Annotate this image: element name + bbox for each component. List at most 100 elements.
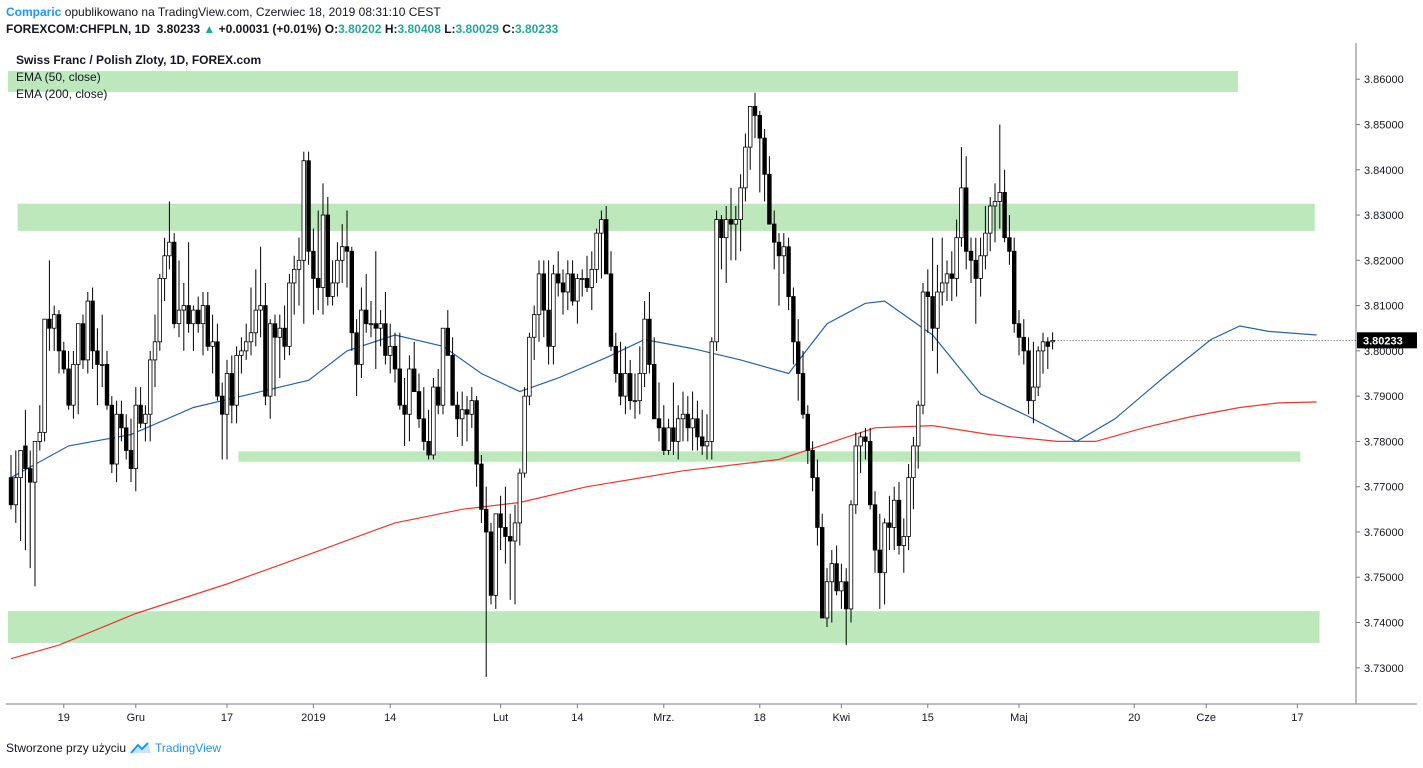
candle (354, 319, 359, 397)
candle (647, 292, 652, 374)
candle (301, 151, 306, 324)
candle (8, 454, 14, 510)
price-chart[interactable]: 3.73000 3.74000 3.75000 3.76000 3.77000 3.780… (6, 43, 1417, 732)
candle-body (61, 350, 66, 370)
candle (435, 368, 441, 415)
candle (152, 314, 158, 388)
candle (714, 210, 719, 351)
candle (1045, 337, 1050, 369)
candle (541, 260, 546, 338)
candle (959, 147, 964, 247)
candle-body (959, 187, 964, 239)
candle (128, 418, 134, 483)
candle (431, 378, 436, 460)
candle-body (920, 291, 926, 406)
up-arrow-icon: ▲ (203, 22, 216, 36)
candle-body (983, 232, 988, 257)
candle (767, 156, 772, 225)
candle-body (277, 327, 282, 338)
candle (916, 400, 921, 469)
candle (368, 301, 374, 338)
candle (71, 350, 76, 419)
candle (556, 251, 561, 297)
chart-frame[interactable]: 3.73000 3.74000 3.75000 3.76000 3.77000 3.780… (6, 43, 1417, 732)
candle-body (733, 219, 738, 225)
candle (1021, 319, 1026, 365)
candle-body (556, 273, 561, 284)
candle (632, 373, 638, 419)
candle (800, 350, 806, 419)
candle-body (104, 364, 110, 406)
candle-body (167, 241, 172, 257)
price-tick-label: 3.78000 (1364, 436, 1404, 448)
candle (416, 373, 422, 428)
candle (215, 323, 220, 401)
candle-body (344, 246, 350, 252)
support-resistance-zone-1 (8, 71, 1238, 92)
candle-body (1002, 192, 1007, 239)
candle (613, 332, 618, 383)
candle (978, 237, 983, 297)
candle-body (474, 400, 479, 465)
candle (666, 418, 671, 455)
candle-body (964, 187, 969, 252)
candle-body (383, 323, 388, 356)
candle (464, 396, 470, 442)
candle (642, 301, 647, 388)
candle (32, 441, 38, 587)
candle-body (426, 441, 431, 456)
candle-body (258, 305, 263, 311)
candle-body (402, 404, 407, 415)
candle (551, 264, 556, 365)
price-tick-label: 3.83000 (1364, 210, 1404, 222)
candle (872, 491, 878, 573)
candle (805, 405, 810, 465)
candle-body (930, 296, 935, 329)
time-tick-label: 2019 (301, 712, 325, 724)
candle-body (71, 364, 76, 406)
candle (973, 237, 978, 324)
candle-body (973, 259, 978, 279)
candle-body (421, 418, 426, 442)
candle (263, 282, 268, 406)
candle-body (229, 373, 234, 406)
candle-body (335, 259, 340, 284)
candle (724, 205, 729, 283)
ema-layer (10, 300, 1317, 660)
candle (863, 427, 868, 460)
candle (277, 314, 282, 379)
low-label: L: (444, 22, 456, 36)
candle-body (844, 581, 849, 610)
time-tick-label: Lut (493, 712, 508, 724)
time-tick-label: 17 (1291, 712, 1303, 724)
candle-body (431, 386, 436, 456)
candle (479, 454, 484, 523)
candle (786, 237, 791, 311)
candle-body (349, 250, 354, 334)
candle-body (901, 536, 906, 546)
author-name[interactable]: Comparic (6, 5, 62, 19)
candle (1036, 346, 1041, 397)
candle-body (440, 327, 446, 406)
candle (906, 464, 911, 551)
tradingview-logo[interactable]: TradingView (130, 741, 221, 755)
candle-body (834, 563, 839, 592)
candle-body (13, 477, 18, 506)
candle-body (354, 332, 359, 365)
candle-body (724, 219, 729, 239)
candle (455, 391, 460, 437)
legend-title: Swiss Franc / Polish Zloty, 1D, FOREX.co… (16, 53, 261, 67)
candle-body (666, 427, 671, 451)
candle-body (748, 105, 753, 148)
candle-body (872, 504, 878, 551)
candle (575, 273, 580, 324)
candle-body (387, 345, 393, 356)
candle-body (243, 341, 249, 352)
open-value: 3.80202 (338, 22, 382, 36)
published-info: opublikowano na TradingView.com, Czerwie… (64, 5, 441, 19)
candle-body (776, 241, 782, 257)
candle (85, 292, 90, 374)
candle (733, 205, 738, 261)
candle (267, 319, 273, 419)
candle (402, 378, 407, 446)
